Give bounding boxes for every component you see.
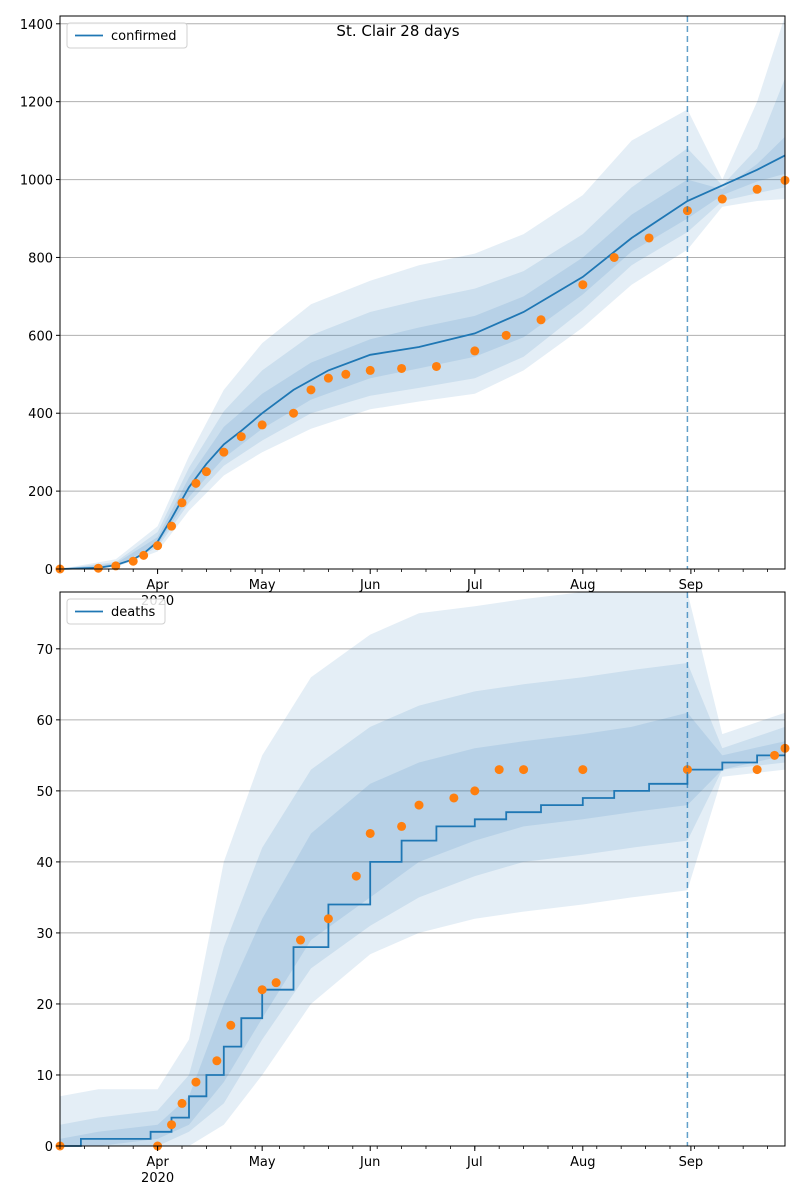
observed-point xyxy=(519,765,529,775)
observed-point xyxy=(449,793,459,803)
y-tick-label: 0 xyxy=(45,563,53,578)
uncertainty-band xyxy=(60,78,785,570)
observed-point xyxy=(236,432,246,442)
observed-point xyxy=(177,1098,187,1108)
observed-point xyxy=(201,467,211,477)
observed-point xyxy=(365,365,375,375)
x-tick-label: May xyxy=(249,578,276,593)
observed-point xyxy=(397,363,407,373)
x-tick-label: Jul xyxy=(466,1155,483,1170)
x-tick-label: Jun xyxy=(359,1155,380,1170)
observed-point xyxy=(191,1077,201,1087)
observed-point xyxy=(682,765,692,775)
observed-point xyxy=(111,561,121,571)
axes-frame xyxy=(59,591,786,1147)
y-tick-label: 70 xyxy=(36,643,53,658)
observed-point xyxy=(494,765,504,775)
observed-point xyxy=(93,563,103,573)
x-tick-label: Aug xyxy=(570,1155,595,1170)
observed-point xyxy=(128,556,138,566)
x-tick-label: Apr xyxy=(146,1155,169,1170)
y-tick-label: 50 xyxy=(36,785,53,800)
observed-point xyxy=(536,315,546,325)
legend-box xyxy=(66,598,166,625)
y-tick-label: 0 xyxy=(45,1140,53,1155)
uncertainty-band xyxy=(60,16,785,569)
y-tick-label: 1000 xyxy=(20,174,53,189)
y-tick-label: 1200 xyxy=(20,96,53,111)
observed-point xyxy=(609,252,619,262)
x-tick-label: Sep xyxy=(679,1155,704,1170)
observed-point xyxy=(226,1020,236,1030)
y-tick-label: 1400 xyxy=(20,18,53,33)
y-tick-label: 600 xyxy=(28,329,53,344)
x-tick-label: Apr xyxy=(146,578,169,593)
y-tick-label: 60 xyxy=(36,714,53,729)
observed-point xyxy=(351,871,361,881)
observed-point xyxy=(644,233,654,243)
observed-point xyxy=(191,478,201,488)
observed-point xyxy=(271,978,281,988)
observed-point xyxy=(770,750,780,760)
figure-title: St. Clair 28 days xyxy=(336,22,459,40)
x-tick-label: Sep xyxy=(679,578,704,593)
x-tick-label: Jun xyxy=(359,578,380,593)
observed-point xyxy=(752,184,762,194)
observed-point xyxy=(257,985,267,995)
y-tick-label: 30 xyxy=(36,927,53,942)
observed-point xyxy=(578,765,588,775)
legend-label: confirmed xyxy=(111,29,177,44)
observed-point xyxy=(257,420,267,430)
legend-label: deaths xyxy=(111,605,156,620)
uncertainty-band xyxy=(60,592,785,1146)
observed-point xyxy=(752,765,762,775)
y-tick-label: 40 xyxy=(36,856,53,871)
observed-point xyxy=(414,800,424,810)
y-tick-label: 20 xyxy=(36,998,53,1013)
observed-point xyxy=(212,1056,222,1066)
x-tick-label: Jul xyxy=(466,578,483,593)
observed-point xyxy=(365,828,375,838)
observed-point xyxy=(167,1120,177,1130)
observed-point xyxy=(341,369,351,379)
observed-point xyxy=(578,280,588,290)
observed-point xyxy=(177,498,187,508)
x-tick-label: May xyxy=(249,1155,276,1170)
observed-point xyxy=(470,346,480,356)
observed-point xyxy=(323,914,333,924)
observed-point xyxy=(289,408,299,418)
axes-frame xyxy=(59,15,786,570)
observed-point xyxy=(470,786,480,796)
observed-point xyxy=(306,385,316,395)
observed-point xyxy=(431,361,441,371)
x-tick-label: Aug xyxy=(570,578,595,593)
observed-point xyxy=(153,541,163,551)
observed-point xyxy=(296,935,306,945)
y-tick-label: 400 xyxy=(28,407,53,422)
x-tick-sublabel: 2020 xyxy=(141,1171,174,1186)
observed-point xyxy=(139,550,149,560)
model-line xyxy=(60,754,785,1147)
legend-box xyxy=(66,22,188,49)
uncertainty-band xyxy=(60,136,785,569)
y-tick-label: 10 xyxy=(36,1069,53,1084)
observed-point xyxy=(397,821,407,831)
observed-point xyxy=(501,330,511,340)
y-tick-label: 200 xyxy=(28,485,53,500)
observed-point xyxy=(717,194,727,204)
y-tick-label: 800 xyxy=(28,251,53,266)
observed-point xyxy=(219,447,229,457)
observed-point xyxy=(167,521,177,531)
observed-point xyxy=(323,373,333,383)
confirmed-chart: 0200400600800100012001400Apr2020MayJunJu… xyxy=(20,15,790,609)
